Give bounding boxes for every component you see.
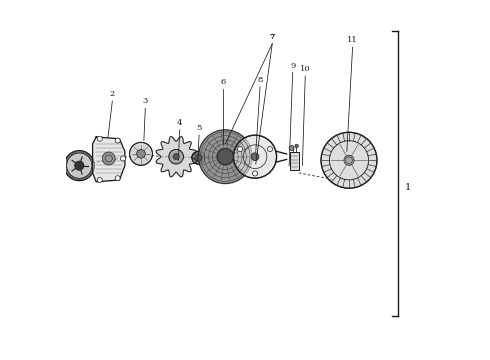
Circle shape [251,153,259,161]
Text: 1: 1 [405,183,411,192]
Circle shape [74,161,84,170]
Text: 9: 9 [290,62,295,69]
Circle shape [295,144,298,148]
Text: 10: 10 [300,65,311,73]
Circle shape [195,154,202,161]
Circle shape [115,176,120,181]
Text: 6: 6 [221,78,226,86]
Circle shape [252,171,258,176]
Circle shape [289,145,294,150]
Polygon shape [93,137,125,182]
Circle shape [97,136,102,141]
Text: 8: 8 [257,76,263,84]
Circle shape [115,138,120,143]
Text: 5: 5 [196,124,202,132]
Circle shape [67,153,92,178]
Circle shape [129,142,152,165]
Circle shape [321,132,377,188]
Circle shape [268,147,272,152]
Circle shape [121,156,125,161]
Circle shape [192,151,205,164]
Text: 4: 4 [177,119,182,127]
Text: 11: 11 [347,36,358,44]
Circle shape [102,152,115,165]
Text: 7: 7 [270,33,275,41]
Text: 3: 3 [143,98,148,105]
Circle shape [97,177,102,183]
Circle shape [173,154,179,160]
Circle shape [234,135,276,178]
Text: 7: 7 [270,33,275,41]
Circle shape [217,149,233,165]
Circle shape [169,149,183,164]
Circle shape [66,152,93,180]
Polygon shape [156,136,196,177]
Circle shape [198,130,252,184]
Circle shape [137,149,146,158]
Text: 2: 2 [110,90,115,98]
FancyBboxPatch shape [290,152,299,170]
Circle shape [64,150,95,181]
Circle shape [238,147,243,152]
Circle shape [344,155,354,165]
